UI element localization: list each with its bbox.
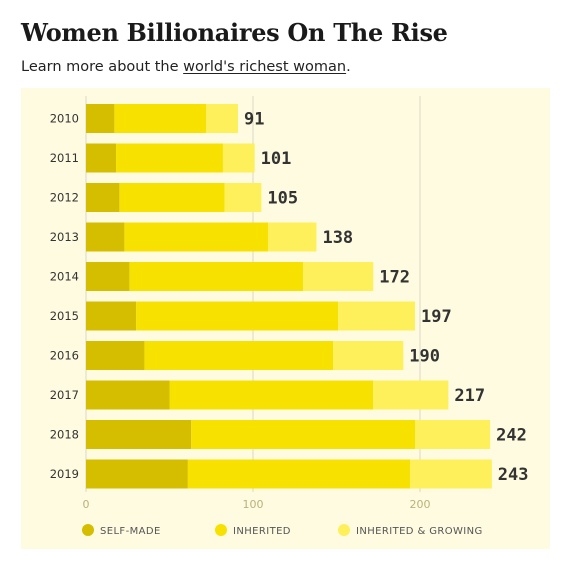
chart-subtitle: Learn more about the world's richest wom… <box>21 59 351 75</box>
y-tick-label-2015: 2015 <box>50 309 79 323</box>
bar-2015-self-made <box>86 301 137 331</box>
total-label-2016: 190 <box>409 347 440 367</box>
stacked-bar-chart: 2010 2011 2012 2013 2014 2015 2016 2017 2018 2019… <box>21 88 550 549</box>
bar-2014-inherited-growing <box>303 262 374 291</box>
bar-2018-self-made <box>86 420 192 449</box>
x-tick-label-200: 200 <box>410 498 431 511</box>
total-label-2019: 243 <box>498 465 529 485</box>
x-axis-labels: 0 100 200 <box>83 498 431 511</box>
y-tick-label-2014: 2014 <box>50 270 79 284</box>
legend-swatch-self-made <box>82 524 94 536</box>
bar-2019-inherited-growing <box>409 459 492 489</box>
subtitle-prefix: Learn more about the <box>21 59 184 75</box>
richest-woman-link[interactable]: world's richest woman <box>183 59 347 75</box>
y-tick-label-2010: 2010 <box>50 112 79 126</box>
bar-2016-inherited <box>144 341 334 370</box>
bar-2014-inherited <box>129 262 304 291</box>
y-tick-label-2013: 2013 <box>50 230 79 244</box>
legend: SELF-MADE INHERITED INHERITED & GROWING <box>82 524 483 537</box>
bar-2019-self-made <box>86 459 188 489</box>
x-tick-label-100: 100 <box>243 498 264 511</box>
legend-swatch-inherited-growing <box>338 524 350 536</box>
total-label-2018: 242 <box>496 426 527 446</box>
bar-2015-inherited-growing <box>338 301 415 331</box>
legend-label-self-made: SELF-MADE <box>100 526 161 537</box>
bar-2014-self-made <box>86 262 130 291</box>
bar-2012-self-made <box>86 183 120 212</box>
bar-2010-inherited <box>114 104 207 133</box>
total-label-2013: 138 <box>322 228 353 248</box>
bars <box>86 104 492 489</box>
y-tick-label-2018: 2018 <box>50 428 79 442</box>
bar-2012-inherited <box>119 183 225 212</box>
total-label-2011: 101 <box>261 149 292 169</box>
bar-2019-inherited <box>187 459 410 489</box>
bar-2011-inherited-growing <box>222 143 255 173</box>
bar-2017-self-made <box>86 380 170 410</box>
bar-2016-inherited-growing <box>333 341 404 370</box>
chart-title: Women Billionaires On The Rise <box>21 18 448 47</box>
total-label-2015: 197 <box>421 307 452 327</box>
total-label-2017: 217 <box>454 386 485 406</box>
bar-2010-self-made <box>86 104 115 133</box>
legend-swatch-inherited <box>215 524 227 536</box>
bar-2013-inherited <box>124 222 269 252</box>
y-tick-label-2019: 2019 <box>50 467 79 481</box>
y-axis-labels: 2010 2011 2012 2013 2014 2015 2016 2017 2018 2019 <box>50 112 79 482</box>
bar-2018-inherited <box>191 420 415 449</box>
y-tick-label-2011: 2011 <box>50 151 79 165</box>
x-tick-label-0: 0 <box>83 498 90 511</box>
total-label-2010: 91 <box>244 110 264 130</box>
y-tick-label-2012: 2012 <box>50 191 79 205</box>
legend-label-inherited: INHERITED <box>233 526 291 537</box>
bar-2018-inherited-growing <box>414 420 491 449</box>
legend-label-inherited-growing: INHERITED & GROWING <box>356 526 483 537</box>
bar-2011-inherited <box>116 143 223 173</box>
bar-2017-inherited <box>169 380 374 410</box>
bar-2011-self-made <box>86 143 117 173</box>
total-label-2014: 172 <box>379 268 410 288</box>
bar-2017-inherited-growing <box>373 380 449 410</box>
bar-2013-inherited-growing <box>268 222 317 252</box>
bar-2012-inherited-growing <box>224 183 262 212</box>
bar-2016-self-made <box>86 341 145 370</box>
bar-2010-inherited-growing <box>206 104 238 133</box>
subtitle-suffix: . <box>346 59 351 75</box>
total-labels: 91 101 105 138 172 197 190 217 242 243 <box>244 110 529 486</box>
bar-2013-self-made <box>86 222 125 252</box>
total-label-2012: 105 <box>267 189 298 209</box>
y-tick-label-2017: 2017 <box>50 388 79 402</box>
y-tick-label-2016: 2016 <box>50 349 79 363</box>
bar-2015-inherited <box>136 301 339 331</box>
